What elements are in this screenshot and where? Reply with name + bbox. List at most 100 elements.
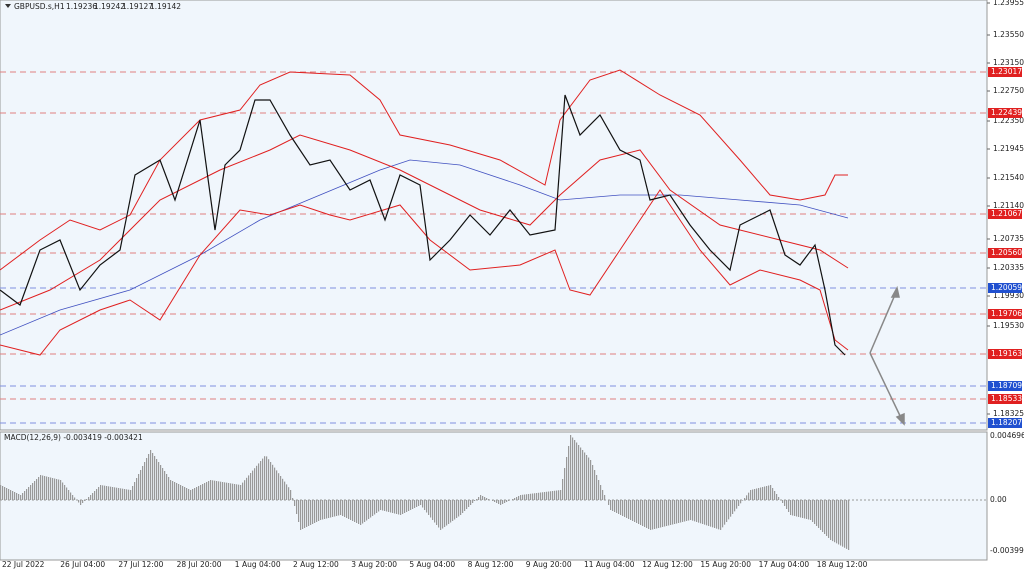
time-tick-label: 15 Aug 20:00 xyxy=(700,560,751,569)
hist-bar xyxy=(732,500,734,514)
hist-bar xyxy=(536,493,538,500)
level-tag xyxy=(988,349,1022,359)
hist-bar xyxy=(628,500,630,519)
hist-bar xyxy=(272,464,274,500)
hist-bar xyxy=(4,487,6,500)
hist-bar xyxy=(728,500,730,520)
hist-bar xyxy=(702,500,704,524)
hist-bar xyxy=(50,477,52,500)
hist-bar xyxy=(296,500,298,514)
hist-bar xyxy=(88,497,90,500)
hist-bar xyxy=(632,500,634,521)
hist-bar xyxy=(616,500,618,513)
hist-bar xyxy=(570,435,572,500)
hist-bar xyxy=(152,453,154,500)
hist-bar xyxy=(580,447,582,500)
hist-bar xyxy=(116,487,118,500)
hist-bar xyxy=(818,500,820,528)
hist-bar xyxy=(20,495,22,500)
hist-bar xyxy=(410,500,412,510)
hist-bar xyxy=(348,500,350,519)
hist-bar xyxy=(564,468,566,500)
hist-bar xyxy=(270,462,272,500)
hist-bar xyxy=(584,452,586,500)
hist-bar xyxy=(298,500,300,522)
hist-bar xyxy=(612,500,614,511)
hist-bar xyxy=(746,495,748,500)
hist-bar xyxy=(538,492,540,500)
hist-bar xyxy=(314,500,316,523)
hist-bar xyxy=(382,500,384,511)
hist-bar xyxy=(716,500,718,529)
hist-bar xyxy=(86,499,88,500)
hist-bar xyxy=(526,494,528,500)
time-tick-label: 1 Aug 04:00 xyxy=(235,560,281,569)
level-label: 1.20560 xyxy=(991,248,1022,257)
hist-bar xyxy=(764,486,766,500)
hist-bar xyxy=(44,476,46,500)
hist-bar xyxy=(240,485,242,500)
hist-bar xyxy=(670,500,672,525)
time-tick-label: 8 Aug 12:00 xyxy=(468,560,514,569)
hist-bar xyxy=(844,500,846,548)
hist-bar xyxy=(332,500,334,517)
hist-bar xyxy=(582,450,584,500)
hist-bar xyxy=(654,500,656,529)
hist-bar xyxy=(742,500,744,501)
hist-bar xyxy=(14,492,16,500)
hist-bar xyxy=(380,500,382,510)
hist-bar xyxy=(166,474,168,500)
hist-bar xyxy=(194,488,196,500)
hist-bar xyxy=(638,500,640,524)
hist-bar xyxy=(118,488,120,500)
hist-bar xyxy=(820,500,822,530)
hist-bar xyxy=(646,500,648,528)
hist-bar xyxy=(390,500,392,513)
hist-bar xyxy=(724,500,726,525)
price-tick-label: 1.22350 xyxy=(993,116,1024,125)
hist-bar xyxy=(794,500,796,516)
hist-bar xyxy=(256,465,258,500)
hist-bar xyxy=(736,500,738,509)
hist-bar xyxy=(416,500,418,507)
hist-bar xyxy=(738,500,740,506)
hist-bar xyxy=(680,500,682,523)
hist-bar xyxy=(482,496,484,500)
hist-bar xyxy=(548,491,550,500)
hist-bar xyxy=(600,485,602,500)
hist-bar xyxy=(770,485,772,500)
hist-bar xyxy=(408,500,410,511)
level-tag xyxy=(988,248,1022,258)
hist-bar xyxy=(558,490,560,500)
hist-bar xyxy=(52,478,54,500)
hist-bar xyxy=(114,487,116,500)
hist-bar xyxy=(304,500,306,528)
hist-bar xyxy=(294,500,296,506)
hist-bar xyxy=(130,490,132,500)
hist-bar xyxy=(752,489,754,500)
time-tick-label: 2 Aug 12:00 xyxy=(293,560,339,569)
hist-bar xyxy=(96,489,98,500)
hist-bar xyxy=(648,500,650,529)
hist-bar xyxy=(352,500,354,521)
hist-bar xyxy=(162,468,164,500)
hist-bar xyxy=(366,500,368,521)
hist-bar xyxy=(812,500,814,522)
hist-bar xyxy=(378,500,380,512)
hist-bar xyxy=(132,486,134,500)
hist-bar xyxy=(836,500,838,544)
hist-bar xyxy=(542,492,544,500)
hist-bar xyxy=(32,483,34,500)
hist-bar xyxy=(474,500,476,501)
hist-bar xyxy=(22,493,24,500)
hist-bar xyxy=(458,500,460,517)
hist-bar xyxy=(658,500,660,528)
level-tag xyxy=(988,394,1022,404)
hist-bar xyxy=(718,500,720,530)
hist-bar xyxy=(12,491,14,500)
time-tick-label: 11 Aug 04:00 xyxy=(584,560,635,569)
hist-bar xyxy=(796,500,798,517)
menu-arrow[interactable] xyxy=(5,4,11,8)
hist-bar xyxy=(328,500,330,518)
price-tick-label: 1.23955 xyxy=(993,0,1024,7)
